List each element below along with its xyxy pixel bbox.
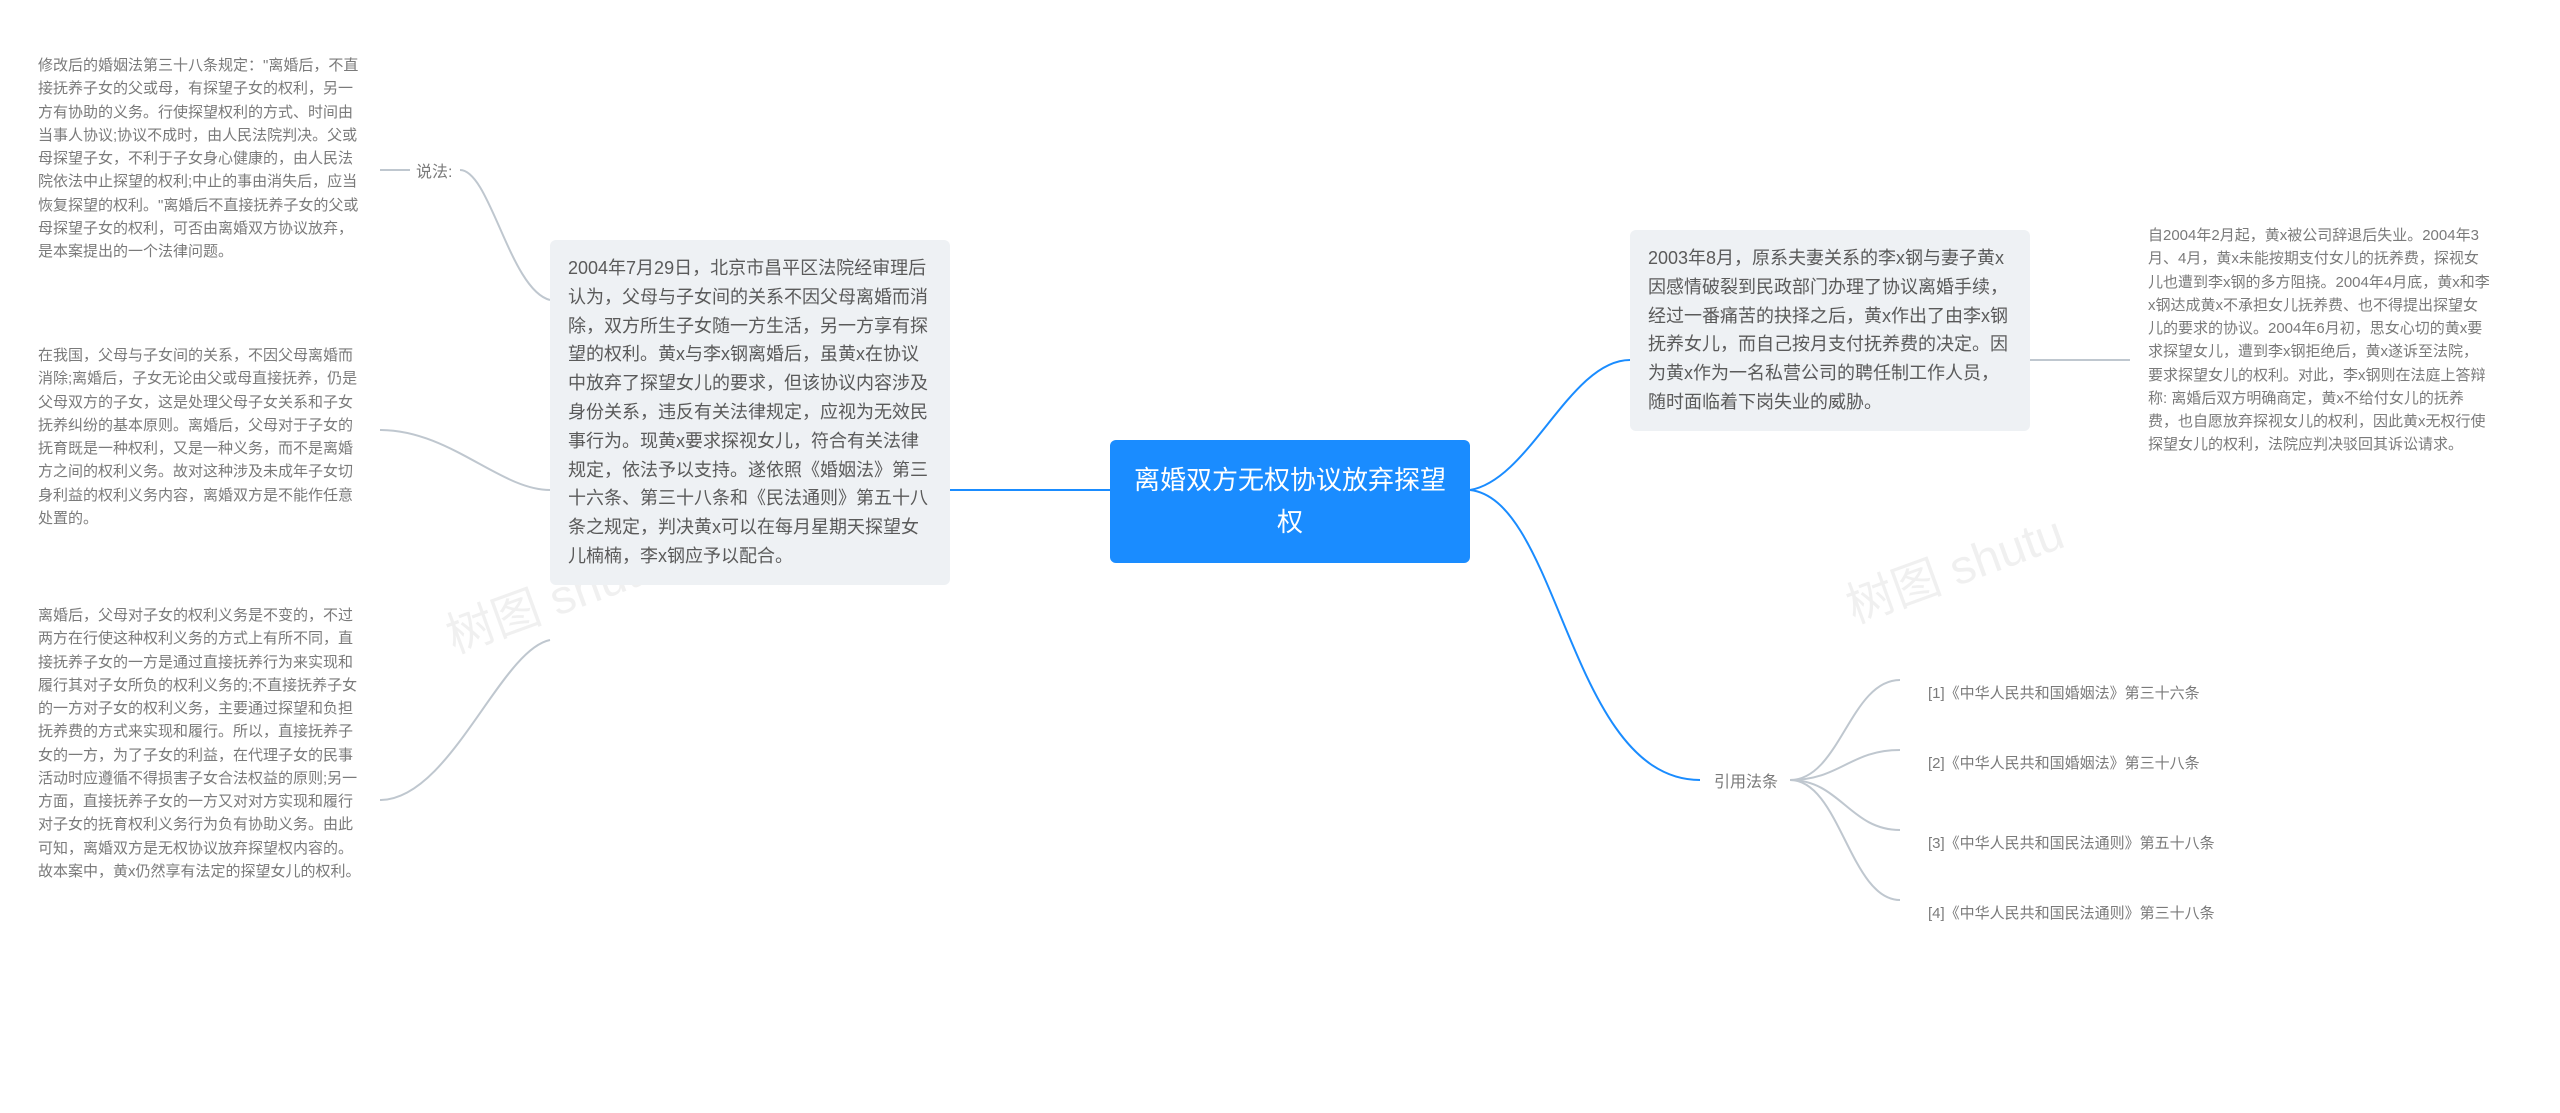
right-case-detail: 自2004年2月起，黄x被公司辞退后失业。2004年3月、4月，黄x未能按期支付… bbox=[2130, 210, 2510, 471]
shuofa-item-2-text: 在我国，父母与子女间的关系，不因父母离婚而消除;离婚后，子女无论由父或母直接抚养… bbox=[38, 347, 357, 527]
shuofa-label-text: 说法: bbox=[416, 164, 452, 181]
fatiao-item-4-text: [4]《中华人民共和国民法通则》第三十八条 bbox=[1928, 905, 2215, 922]
shuofa-item-3: 离婚后，父母对子女的权利义务是不变的，不过两方在行使这种权利义务的方式上有所不同… bbox=[20, 590, 380, 897]
fatiao-item-2: [2]《中华人民共和国婚姻法》第三十八条 bbox=[1910, 738, 2218, 790]
root-title: 离婚双方无权协议放弃探望权 bbox=[1134, 465, 1446, 537]
left-court-node: 2004年7月29日，北京市昌平区法院经审理后认为，父母与子女间的关系不因父母离… bbox=[550, 240, 950, 585]
right-case-node: 2003年8月，原系夫妻关系的李x钢与妻子黄x因感情破裂到民政部门办理了协议离婚… bbox=[1630, 230, 2030, 431]
fatiao-item-4: [4]《中华人民共和国民法通则》第三十八条 bbox=[1910, 888, 2233, 940]
watermark: 树图 shutu bbox=[1835, 493, 2072, 636]
shuofa-label: 说法: bbox=[412, 158, 456, 188]
left-court-text: 2004年7月29日，北京市昌平区法院经审理后认为，父母与子女间的关系不因父母离… bbox=[568, 258, 928, 566]
fatiao-item-3-text: [3]《中华人民共和国民法通则》第五十八条 bbox=[1928, 835, 2215, 852]
shuofa-item-3-text: 离婚后，父母对子女的权利义务是不变的，不过两方在行使这种权利义务的方式上有所不同… bbox=[38, 607, 361, 880]
fatiao-item-1: [1]《中华人民共和国婚姻法》第三十六条 bbox=[1910, 668, 2218, 720]
root-node: 离婚双方无权协议放弃探望权 bbox=[1110, 440, 1470, 563]
fatiao-label-text: 引用法条 bbox=[1714, 774, 1778, 791]
fatiao-item-3: [3]《中华人民共和国民法通则》第五十八条 bbox=[1910, 818, 2233, 870]
right-case-detail-text: 自2004年2月起，黄x被公司辞退后失业。2004年3月、4月，黄x未能按期支付… bbox=[2148, 227, 2490, 453]
shuofa-item-2: 在我国，父母与子女间的关系，不因父母离婚而消除;离婚后，子女无论由父或母直接抚养… bbox=[20, 330, 380, 544]
fatiao-item-1-text: [1]《中华人民共和国婚姻法》第三十六条 bbox=[1928, 685, 2200, 702]
fatiao-label: 引用法条 bbox=[1710, 768, 1782, 798]
right-case-text: 2003年8月，原系夫妻关系的李x钢与妻子黄x因感情破裂到民政部门办理了协议离婚… bbox=[1648, 248, 2008, 412]
shuofa-item-1-text: 修改后的婚姻法第三十八条规定："离婚后，不直接抚养子女的父或母，有探望子女的权利… bbox=[38, 57, 358, 260]
shuofa-item-1: 修改后的婚姻法第三十八条规定："离婚后，不直接抚养子女的父或母，有探望子女的权利… bbox=[20, 40, 380, 277]
fatiao-item-2-text: [2]《中华人民共和国婚姻法》第三十八条 bbox=[1928, 755, 2200, 772]
